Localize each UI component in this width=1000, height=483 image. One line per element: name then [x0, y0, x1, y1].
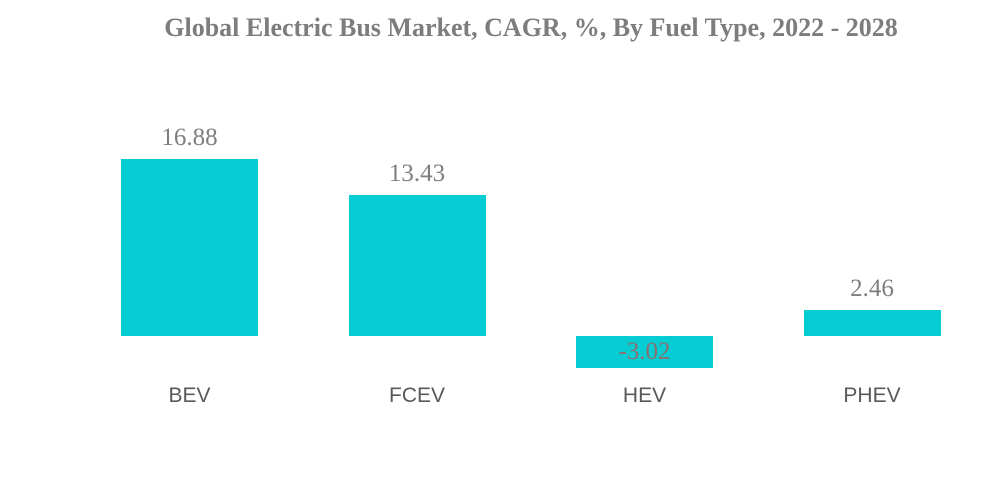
bar-hev: [576, 336, 713, 368]
bar-bev: [121, 158, 258, 336]
category-label-fcev: FCEV: [388, 384, 446, 407]
value-label-fcev: 13.43: [388, 159, 446, 187]
category-label-bev: BEV: [168, 384, 211, 407]
category-label-hev: HEV: [622, 384, 667, 407]
bar-fcev: [348, 194, 486, 336]
category-label-phev: PHEV: [843, 384, 901, 407]
value-label-bev: 16.88: [161, 123, 218, 151]
chart-title: Global Electric Bus Market, CAGR, %, By …: [164, 13, 898, 42]
value-label-phev: 2.46: [850, 275, 894, 303]
bar-phev: [803, 310, 941, 336]
value-label-hev: -3.02: [618, 337, 671, 365]
